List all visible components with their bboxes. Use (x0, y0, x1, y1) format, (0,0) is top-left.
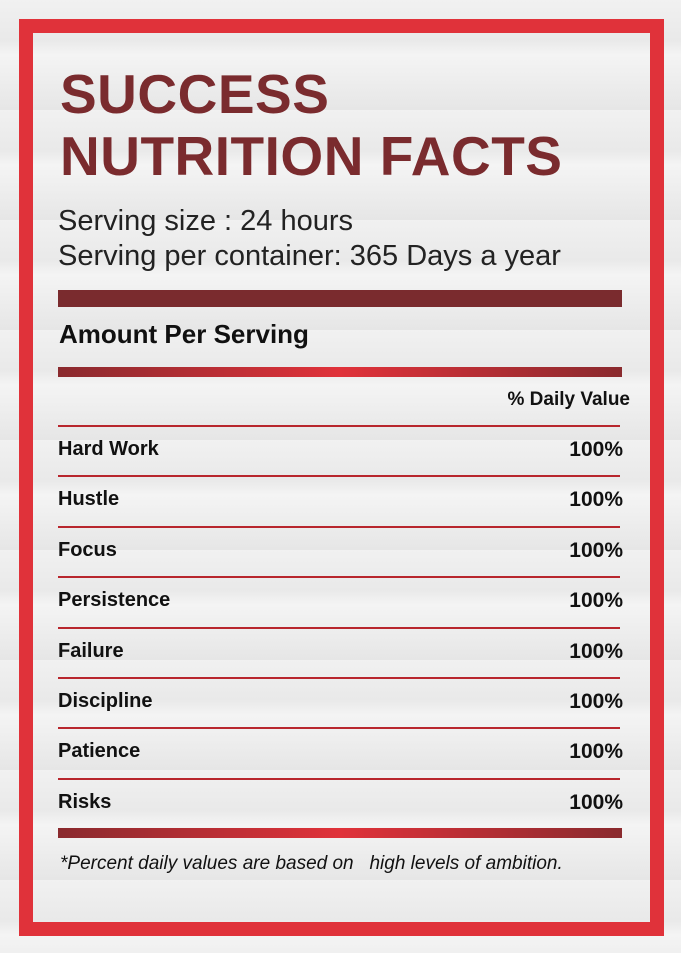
row-value: 100% (569, 690, 623, 713)
row-name: Discipline (58, 690, 153, 712)
column-header: % Daily Value (507, 389, 630, 410)
servings-per-container: Serving per container: 365 Days a year (58, 240, 561, 272)
row-value: 100% (569, 589, 623, 613)
row-name: Failure (58, 639, 124, 662)
row-value: 100% (569, 438, 623, 461)
divider (58, 367, 622, 377)
row-name: Hustle (58, 488, 120, 511)
row-value: 100% (569, 639, 623, 663)
row-rule (58, 626, 620, 629)
title: SUCCESS (60, 63, 330, 125)
row-rule (58, 525, 620, 528)
row-rule (58, 677, 620, 679)
row-rule (58, 475, 620, 478)
divider (58, 290, 622, 307)
footnote: *Percent daily values are based on high … (60, 853, 563, 874)
row-rule (58, 425, 620, 427)
row-name: Hard Work (58, 438, 159, 460)
row-value: 100% (569, 790, 623, 814)
row-name: Persistence (58, 589, 171, 612)
serving-size: Serving size : 24 hours (58, 205, 353, 237)
row-rule (58, 727, 620, 730)
row-name: Focus (58, 538, 117, 561)
row-value: 100% (569, 488, 623, 512)
title: NUTRITION FACTS (60, 125, 563, 187)
red-frame (19, 19, 664, 936)
row-name: Patience (58, 740, 141, 763)
row-name: Risks (58, 790, 112, 813)
divider (58, 828, 622, 838)
row-value: 100% (569, 740, 623, 764)
section-title: Amount Per Serving (59, 319, 309, 349)
row-rule (58, 576, 620, 579)
row-value: 100% (569, 538, 623, 562)
row-rule (58, 777, 620, 780)
